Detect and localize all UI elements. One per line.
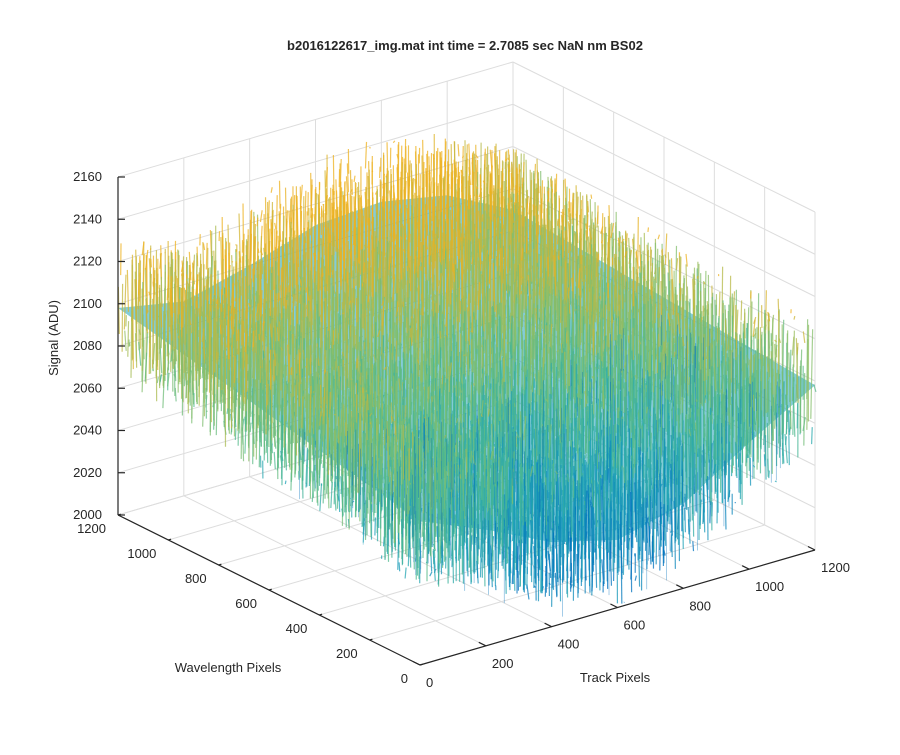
surface-spike	[264, 384, 265, 455]
surface-spike	[511, 173, 512, 190]
surface-spike	[274, 452, 275, 469]
surface-spike	[558, 219, 559, 226]
surface-spike	[456, 168, 457, 178]
surface-spike	[496, 305, 497, 317]
surface-spike	[396, 242, 397, 244]
surface-spike	[303, 357, 304, 391]
surface-spike	[214, 280, 215, 295]
surface-spike	[170, 325, 171, 334]
surface-spike	[602, 240, 603, 243]
surface-spike	[332, 270, 333, 275]
surface-spike	[354, 176, 355, 182]
surface-spike	[294, 195, 295, 234]
surface-spike	[227, 408, 228, 414]
surface-spike	[614, 254, 615, 268]
surface-spike	[501, 263, 502, 303]
surface-spike	[351, 211, 352, 236]
surface-spike	[257, 218, 258, 227]
surface-spike	[128, 321, 129, 357]
surface-spike	[434, 219, 435, 234]
surface-spike	[470, 195, 471, 209]
surface-spike	[207, 328, 208, 379]
surface-spike	[235, 428, 236, 440]
surface-spike	[150, 248, 151, 249]
surface-spike	[303, 350, 304, 359]
surface-spike	[429, 304, 430, 324]
surface-spike	[568, 208, 569, 220]
surface-spike	[591, 195, 592, 199]
surface-spike	[249, 265, 250, 275]
surface-spike	[665, 234, 666, 265]
surface-spike	[232, 261, 233, 262]
surface-spike	[333, 207, 334, 218]
surface-spike	[572, 218, 573, 220]
surface-spike	[151, 259, 152, 268]
surface-spike	[332, 203, 333, 228]
surface-spike	[250, 220, 251, 286]
surface-spike	[440, 331, 441, 339]
surface-spike	[210, 355, 211, 436]
surface-spike	[125, 331, 126, 351]
surface-spike	[328, 268, 329, 276]
surface-spike	[393, 141, 394, 143]
surface-spike	[206, 348, 207, 358]
surface-spike	[565, 179, 566, 202]
surface-spike	[370, 147, 371, 148]
surface-spike	[368, 295, 369, 303]
surface-spike	[267, 384, 268, 405]
surface-spike	[447, 262, 448, 269]
surface-spike	[422, 188, 423, 189]
surface-spike	[509, 185, 510, 218]
surface-spike	[648, 227, 649, 231]
surface-spike	[280, 181, 281, 209]
surface-spike	[228, 320, 229, 359]
surface-spike	[475, 239, 476, 305]
surface-spike	[629, 258, 630, 259]
surface-spike	[182, 328, 183, 416]
surface-spike	[283, 266, 284, 305]
surface-spike	[365, 142, 366, 168]
surface-spike	[332, 275, 333, 278]
surface-spike	[260, 210, 262, 222]
surface-spike	[256, 380, 257, 388]
surface-spike	[156, 283, 157, 401]
surface-spike	[347, 212, 348, 231]
surface-spike	[658, 235, 659, 239]
surface-spike	[598, 254, 599, 262]
surface-layer	[118, 134, 816, 617]
surface-spike	[332, 340, 333, 349]
surface-spike	[344, 264, 345, 280]
surface-spike	[250, 423, 251, 432]
surface-spike	[260, 367, 261, 368]
surface-spike	[275, 223, 276, 229]
surface-spike	[429, 199, 430, 212]
surface-spike	[308, 222, 309, 259]
surface-spike	[206, 243, 207, 270]
surface-spike	[594, 276, 595, 289]
surface-spike	[586, 223, 587, 229]
surface-spike	[393, 264, 394, 278]
surface-spike	[500, 232, 502, 233]
surface-spike	[271, 187, 272, 192]
surface-spike	[195, 296, 196, 380]
surface-spike	[540, 277, 541, 335]
surface-spike	[225, 320, 226, 447]
surface-spike	[263, 322, 265, 323]
surface-spike	[562, 231, 563, 258]
surface-spike	[548, 191, 549, 199]
surface-spike	[372, 208, 373, 210]
surface-spike	[458, 144, 459, 156]
surface-spike	[160, 349, 161, 374]
surface-spike	[127, 270, 128, 312]
surface-spike	[157, 377, 158, 383]
surface-spike	[275, 247, 276, 253]
surface-spike	[490, 175, 491, 194]
surface-spike	[508, 158, 509, 160]
surface-spike	[440, 220, 441, 221]
surface-spike	[557, 235, 558, 245]
surface-spike	[540, 205, 541, 236]
surface-spike	[310, 295, 311, 311]
